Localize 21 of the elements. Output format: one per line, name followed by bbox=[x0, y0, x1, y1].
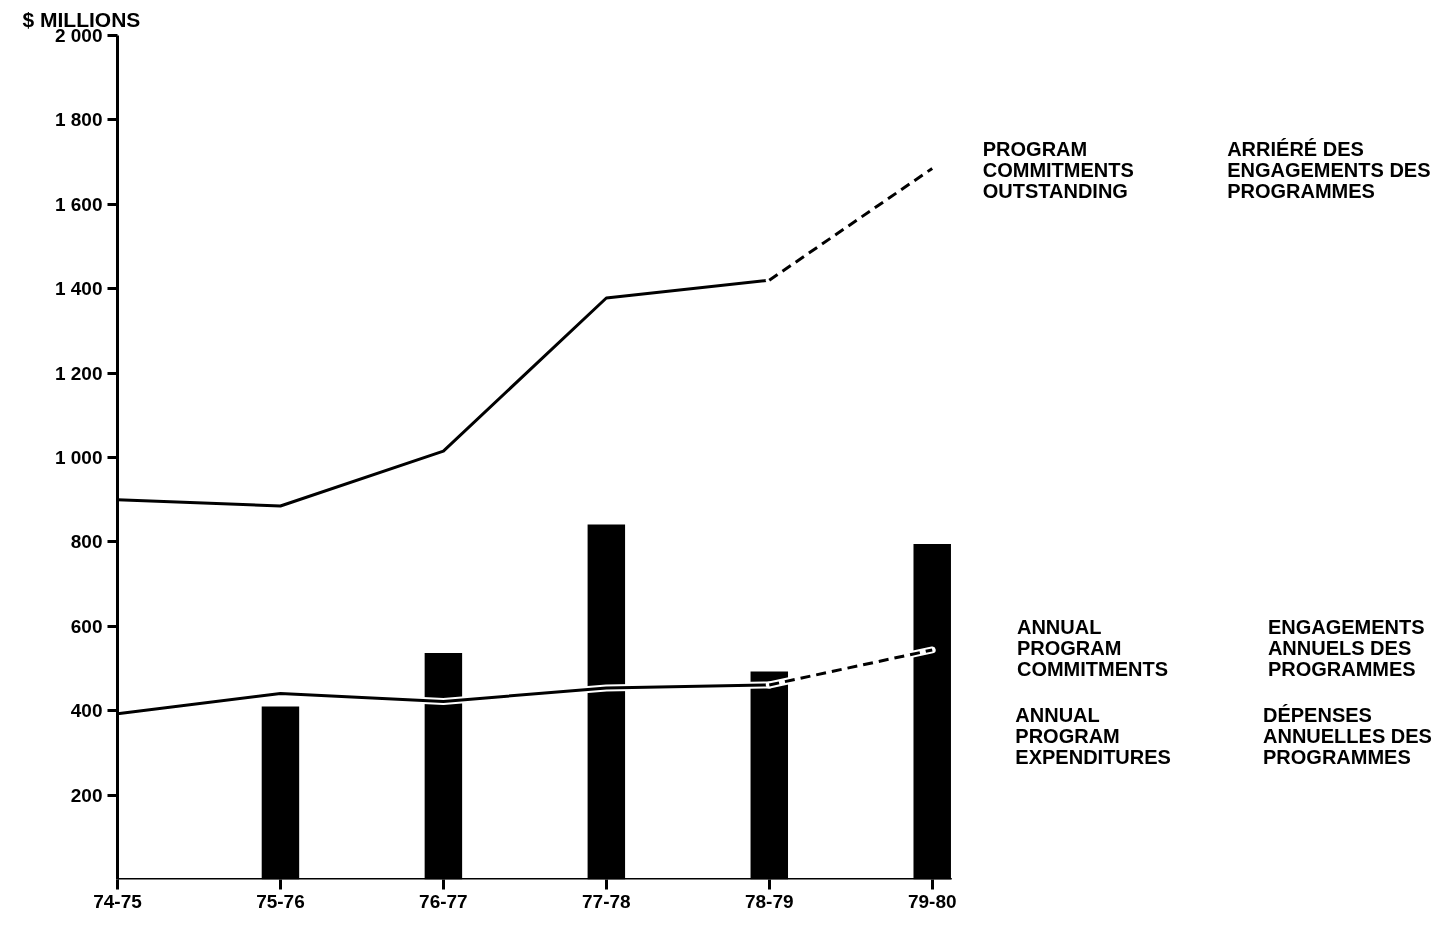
x-tick-label: 77-78 bbox=[582, 890, 631, 912]
x-tick-label: 79-80 bbox=[907, 890, 957, 912]
text: ANNUAL PROGRAM COMMITMENTS bbox=[1016, 616, 1169, 680]
y-tick-label: 400 bbox=[70, 700, 103, 722]
y-tick-label: 1 800 bbox=[54, 109, 103, 131]
text: ARRIÉRÉ DES ENGAGEMENTS DES PROGRAMMES bbox=[1227, 138, 1431, 203]
y-tick-label: 1 600 bbox=[54, 193, 103, 215]
text: PROGRAM COMMITMENTS OUTSTANDING bbox=[982, 138, 1134, 203]
x-tick-label: 76-77 bbox=[419, 890, 468, 912]
y-tick-label: 1 400 bbox=[54, 278, 103, 300]
x-tick-label: 74-75 bbox=[93, 890, 143, 912]
y-tick-label: 800 bbox=[70, 531, 103, 553]
y-tick-label: 600 bbox=[70, 615, 103, 637]
y-tick-label: 200 bbox=[70, 784, 103, 806]
x-tick-label: 75-76 bbox=[256, 890, 305, 912]
text: ENGAGEMENTS ANNUELS DES PROGRAMMES bbox=[1267, 616, 1425, 680]
y-tick-label: 1 000 bbox=[54, 447, 103, 468]
y-tick-label: 1 200 bbox=[54, 362, 103, 384]
text: ANNUAL PROGRAM EXPENDITURES bbox=[1015, 704, 1171, 769]
text: DÉPENSES ANNUELLES DES PROGRAMMES bbox=[1263, 704, 1432, 769]
x-tick-label: 78-79 bbox=[744, 890, 794, 912]
